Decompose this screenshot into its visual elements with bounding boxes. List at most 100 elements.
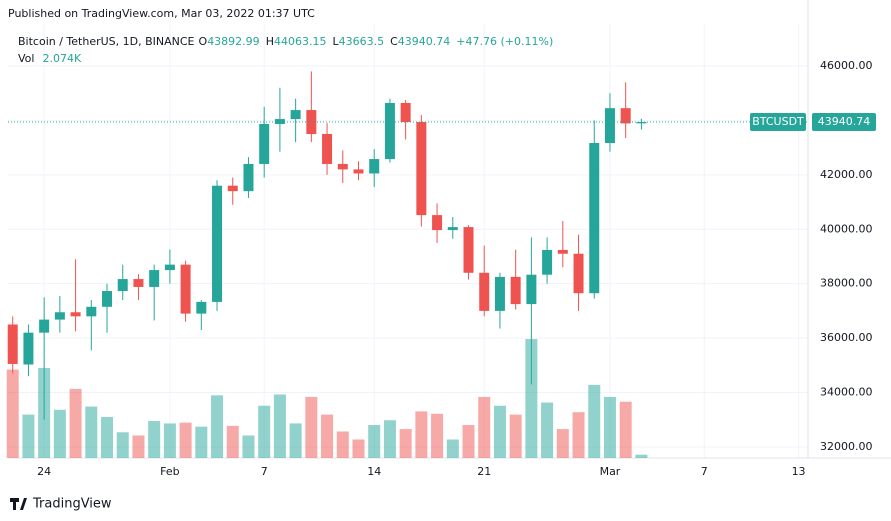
candle-body [573, 253, 584, 294]
candle-body [557, 249, 568, 254]
volume-bar [478, 396, 491, 458]
candle-body [39, 319, 50, 333]
volume-bar [336, 431, 349, 458]
candle-body [463, 227, 474, 273]
volume-bar [556, 429, 569, 458]
ohlc-value: 43940.74 [398, 35, 451, 48]
candle-body [212, 185, 223, 302]
candle-body [70, 312, 81, 317]
candle-body [227, 185, 238, 192]
ohlc-value: 43892.99 [207, 35, 260, 48]
volume-bar [431, 413, 444, 458]
candle-body [259, 123, 270, 164]
change-value: +47.76 (+0.11%) [456, 35, 553, 48]
x-tick-label: 24 [37, 465, 51, 478]
volume-bar [368, 425, 381, 458]
candle-body [86, 306, 97, 317]
volume-bar [258, 405, 271, 458]
candle-body [102, 291, 113, 307]
legend-header: Bitcoin / TetherUS, 1D, BINANCE O43892.99… [18, 35, 553, 48]
volume-bar [116, 432, 129, 458]
ohlc-prefix: C [390, 35, 398, 48]
volume-bar [273, 394, 286, 458]
y-tick-label: 36000.00 [820, 331, 873, 344]
volume-bar [69, 388, 82, 458]
volume-bar [446, 439, 459, 458]
ohlc-value: 43663.5 [339, 35, 385, 48]
volume-bar [148, 421, 161, 458]
volume-bar [22, 414, 35, 458]
volume-bar [509, 414, 522, 458]
candle-body [180, 264, 191, 314]
volume-bar [132, 435, 145, 458]
volume-bar [226, 425, 239, 458]
candle-body [290, 110, 301, 120]
candle-body [353, 169, 364, 174]
volume-bar [399, 429, 412, 458]
volume-bar [541, 402, 554, 458]
volume-bar [603, 396, 616, 458]
y-tick-label: 38000.00 [820, 277, 873, 290]
y-tick-label: 40000.00 [820, 222, 873, 235]
volume-bar [619, 401, 632, 458]
volume-bar [415, 411, 428, 458]
candle-body [400, 102, 411, 123]
ohlc-prefix: H [266, 35, 274, 48]
y-tick-label: 32000.00 [820, 440, 873, 453]
candle-body [7, 324, 18, 364]
candle-body [274, 119, 285, 124]
candle-body [510, 276, 521, 305]
candle-body [149, 270, 160, 287]
x-tick-label: Feb [160, 465, 179, 478]
symbol-tag [750, 113, 806, 132]
published-note: Published on TradingView.com, Mar 03, 20… [8, 7, 315, 20]
volume-bar [493, 405, 506, 458]
ohlc-value: 44063.15 [274, 35, 327, 48]
candle-body [337, 163, 348, 170]
volume-bar [352, 439, 365, 458]
candle-body [322, 134, 333, 164]
x-tick-label: 7 [261, 465, 268, 478]
symbol-tag-label: BTCUSDT [752, 115, 804, 128]
price-tag-label: 43940.74 [818, 115, 871, 128]
candle-body [416, 122, 427, 216]
x-tick-label: Mar [600, 465, 621, 478]
x-tick-label: 21 [477, 465, 491, 478]
ohlc-prefix: L [332, 35, 339, 48]
volume-bar [462, 425, 475, 458]
ohlc-prefix: O [199, 35, 208, 48]
candle-body [133, 279, 144, 287]
volume-bar [635, 454, 648, 458]
volume-bar [179, 422, 192, 458]
volume-legend: Vol 2.074K [18, 52, 82, 65]
candle-body [589, 142, 600, 294]
candle-body [23, 332, 34, 365]
volume-bar [85, 406, 98, 458]
candle-body [369, 159, 380, 174]
y-tick-label: 34000.00 [820, 386, 873, 399]
candle-body [526, 274, 537, 305]
candle-body [432, 215, 443, 231]
volume-label: Vol [18, 52, 34, 65]
candle-body [494, 276, 505, 311]
x-tick-label: 13 [792, 465, 806, 478]
brand-logo [10, 498, 27, 510]
x-tick-label: 14 [367, 465, 381, 478]
volume-bar [163, 423, 176, 458]
candle-body [243, 163, 254, 192]
y-tick-label: 46000.00 [820, 59, 873, 72]
volume-bar [572, 412, 585, 458]
candle-body [604, 108, 615, 143]
volume-bar [211, 395, 224, 458]
volume-value: 2.074K [42, 52, 81, 65]
volume-bar [383, 420, 396, 458]
volume-bar [101, 417, 114, 458]
volume-bar [525, 339, 538, 458]
volume-bar [53, 409, 66, 458]
candle-body [542, 249, 553, 275]
candle-body [384, 102, 395, 160]
y-tick-label: 42000.00 [820, 168, 873, 181]
volume-bar [195, 426, 208, 458]
x-tick-label: 7 [701, 465, 708, 478]
